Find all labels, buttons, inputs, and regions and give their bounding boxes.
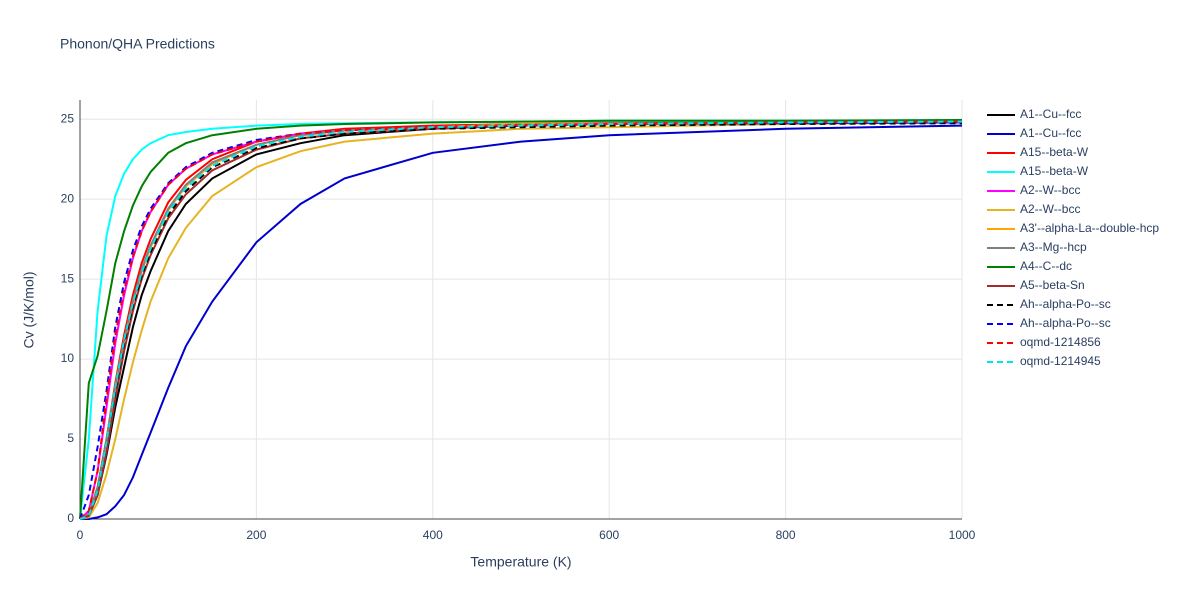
legend-label: A15--beta-W bbox=[1020, 164, 1089, 178]
y-axis-title: Cv (J/K/mol) bbox=[21, 272, 37, 349]
series-line bbox=[80, 124, 963, 520]
x-tick-label: 0 bbox=[77, 528, 84, 542]
series-line bbox=[79, 120, 963, 520]
chart-title: Phonon/QHA Predictions bbox=[60, 36, 215, 52]
legend-label: A2--W--bcc bbox=[1020, 183, 1080, 197]
legend-label: A3--Mg--hcp bbox=[1020, 240, 1087, 254]
y-tick-label: 0 bbox=[67, 511, 74, 525]
legend-label: A3'--alpha-La--double-hcp bbox=[1020, 221, 1159, 235]
x-tick-label: 600 bbox=[599, 528, 619, 542]
series-line bbox=[79, 121, 963, 520]
x-tick-label: 1000 bbox=[949, 528, 976, 542]
x-axis-title: Temperature (K) bbox=[470, 554, 571, 570]
y-tick-label: 10 bbox=[61, 351, 75, 365]
series-line bbox=[79, 120, 963, 520]
series-line bbox=[79, 121, 962, 520]
legend-label: A15--beta-W bbox=[1020, 145, 1089, 159]
legend-label: oqmd-1214945 bbox=[1020, 354, 1101, 368]
series-line bbox=[79, 120, 963, 520]
x-tick-label: 200 bbox=[246, 528, 266, 542]
x-tick-label: 400 bbox=[423, 528, 443, 542]
legend-label: A4--C--dc bbox=[1020, 259, 1072, 273]
series-line bbox=[79, 119, 963, 520]
series-line bbox=[79, 120, 963, 520]
series-line bbox=[79, 120, 963, 520]
series-line bbox=[79, 122, 963, 520]
series-line bbox=[79, 119, 963, 520]
y-tick-label: 15 bbox=[61, 271, 75, 285]
y-tick-label: 25 bbox=[61, 111, 75, 125]
legend-label: A5--beta-Sn bbox=[1020, 278, 1085, 292]
legend-label: A1--Cu--fcc bbox=[1020, 107, 1081, 121]
legend-label: A1--Cu--fcc bbox=[1020, 126, 1081, 140]
series-line bbox=[79, 120, 963, 520]
x-tick-label: 800 bbox=[776, 528, 796, 542]
legend-label: oqmd-1214856 bbox=[1020, 335, 1101, 349]
legend-label: A2--W--bcc bbox=[1020, 202, 1080, 216]
series-line bbox=[79, 121, 962, 520]
legend-label: Ah--alpha-Po--sc bbox=[1020, 316, 1111, 330]
series-line bbox=[79, 121, 963, 520]
y-tick-label: 20 bbox=[61, 191, 75, 205]
y-tick-label: 5 bbox=[67, 431, 74, 445]
legend-label: Ah--alpha-Po--sc bbox=[1020, 297, 1111, 311]
